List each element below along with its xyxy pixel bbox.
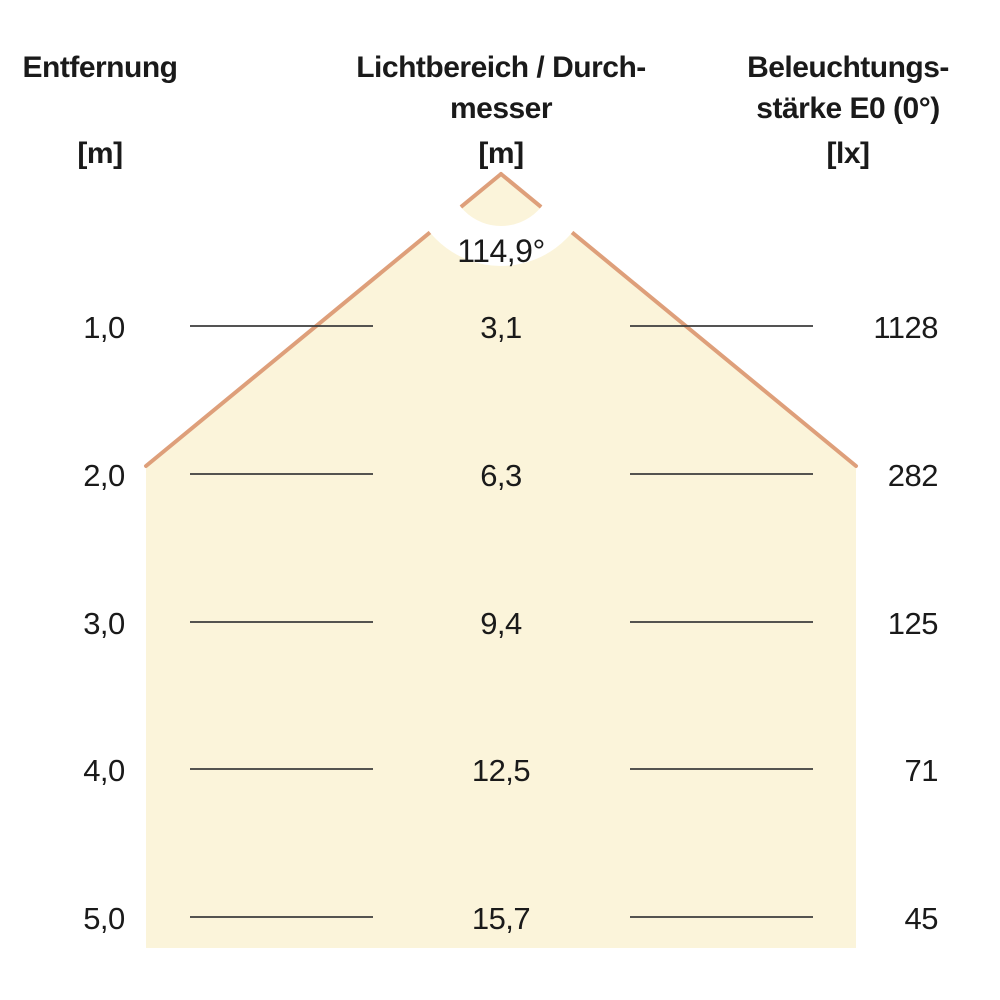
diameter-value: 9,4 [480,606,522,641]
table-row: 5,0 15,7 45 [83,901,938,936]
diameter-value: 3,1 [480,310,522,345]
illuminance-value: 282 [888,458,938,493]
column-header-entfernung: Entfernung [23,51,178,84]
column-header-lichtbereich-line2: messer [450,92,553,125]
column-unit-lichtbereich: [m] [478,137,523,170]
illuminance-value: 1128 [873,310,938,345]
column-unit-beleuchtungsstaerke: [lx] [827,137,870,170]
column-unit-entfernung: [m] [77,137,122,170]
beam-angle-arc-mask [409,82,593,266]
distance-value: 5,0 [83,901,125,936]
beam-angle-label: 114,9° [457,233,545,269]
column-header-beleuchtungsstaerke-line2: stärke E0 (0°) [756,92,939,125]
distance-value: 4,0 [83,753,125,788]
illuminance-value: 45 [905,901,938,936]
illuminance-value: 71 [905,753,938,788]
light-cone-shape [146,174,856,948]
diameter-value: 6,3 [480,458,522,493]
table-row: 2,0 6,3 282 [83,458,938,493]
diameter-value: 12,5 [472,753,530,788]
diameter-value: 15,7 [472,901,530,936]
distance-value: 3,0 [83,606,125,641]
table-row: 4,0 12,5 71 [83,753,938,788]
distance-value: 1,0 [83,310,125,345]
table-row: 3,0 9,4 125 [83,606,938,641]
table-row: 1,0 3,1 1128 [83,310,938,345]
distance-value: 2,0 [83,458,125,493]
illuminance-value: 125 [888,606,938,641]
column-header-lichtbereich-line1: Lichtbereich / Durch- [356,51,646,84]
column-header-beleuchtungsstaerke-line1: Beleuchtungs- [747,51,949,84]
